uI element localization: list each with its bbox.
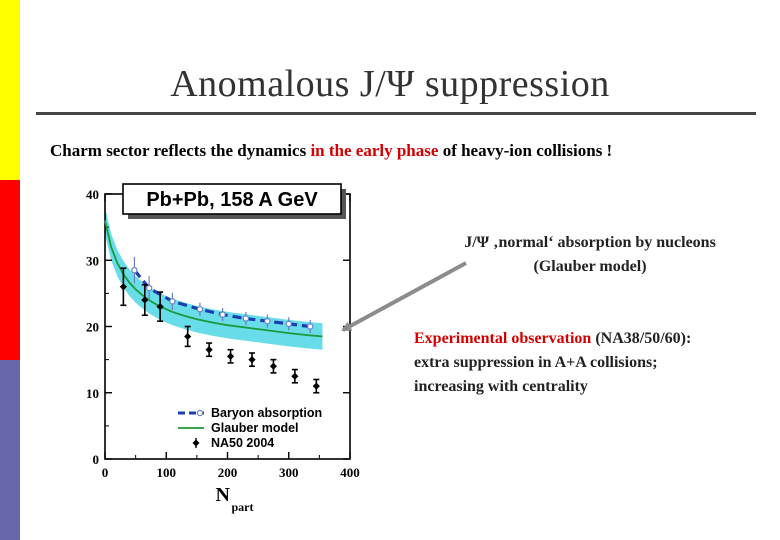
legend-baryon-label: Baryon absorption xyxy=(211,406,322,420)
chart-title: Pb+Pb, 158 A GeV xyxy=(146,189,318,211)
x-axis-label: N xyxy=(216,484,231,506)
na50-point-5 xyxy=(226,352,235,360)
legend-na50-marker xyxy=(192,439,200,447)
baryon-point-6 xyxy=(264,317,271,325)
baryon-point-2 xyxy=(169,298,176,305)
y-tick-label-0: 0 xyxy=(93,452,100,467)
legend-na50-label: NA50 2004 xyxy=(211,436,274,450)
x-tick-label-4: 400 xyxy=(340,465,360,480)
annotation-experiment-line2: extra suppression in A+A collisions; xyxy=(414,354,658,371)
chart-title-layer: Pb+Pb, 158 A GeV xyxy=(122,183,346,219)
annotation-experiment-rest: (NA38/50/60): xyxy=(591,330,692,347)
annotation-experiment: Experimental observation (NA38/50/60): e… xyxy=(414,327,691,399)
na50-point-1 xyxy=(141,296,149,304)
annotation-glauber-line2: (Glauber model) xyxy=(533,258,647,275)
annotation-glauber-line1: J/Ψ ‚normal‘ absorption by nucleons xyxy=(464,234,716,251)
glauber-uncertainty-band xyxy=(105,207,323,350)
baryon-point-8 xyxy=(306,323,314,330)
na50-point-8 xyxy=(291,372,299,380)
y-tick-label-2: 20 xyxy=(86,320,99,335)
stripe-blue xyxy=(0,360,20,540)
subtitle-after: of heavy-ion collisions ! xyxy=(438,141,613,160)
stripe-yellow xyxy=(0,0,20,180)
legend-baryon-marker xyxy=(196,409,204,417)
na50-point-7 xyxy=(269,362,278,370)
pointer-arrow xyxy=(341,261,467,332)
y-tick-label-3: 30 xyxy=(86,253,99,268)
subtitle-before: Charm sector reflects the dynamics xyxy=(50,141,311,160)
na50-point-4 xyxy=(205,346,213,354)
na50-point-6 xyxy=(248,356,256,364)
x-axis-label-sub: part xyxy=(232,500,254,514)
annotation-experiment-line3: increasing with centrality xyxy=(414,378,588,395)
subtitle-highlight: in the early phase xyxy=(310,141,439,160)
baryon-point-4 xyxy=(219,311,226,318)
baryon-point-7 xyxy=(285,320,292,328)
annotation-experiment-red: Experimental observation xyxy=(414,330,592,347)
annotation-experiment-line1: Experimental observation (NA38/50/60): xyxy=(414,327,691,351)
na50-point-3 xyxy=(184,332,192,341)
chart-title-box xyxy=(122,183,342,215)
x-tick-label-2: 200 xyxy=(218,465,238,480)
annotation-glauber: J/Ψ ‚normal‘ absorption by nucleons (Gla… xyxy=(420,231,760,279)
baryon-point-1 xyxy=(145,284,153,292)
glauber-band-layer xyxy=(105,207,323,350)
glauber-model-line xyxy=(104,220,323,338)
na50-point-9 xyxy=(312,382,320,390)
slide-title: Anomalous J/Ψ suppression xyxy=(170,63,610,105)
na50-point-2 xyxy=(156,303,164,311)
baryon-point-3 xyxy=(196,306,204,313)
na50-point-0 xyxy=(119,283,127,291)
y-tick-label-4: 40 xyxy=(86,187,99,202)
points-layer xyxy=(119,256,320,394)
y-tick-label-1: 10 xyxy=(86,386,99,401)
slide-subtitle: Charm sector reflects the dynamics in th… xyxy=(50,141,612,161)
title-rule xyxy=(36,112,756,115)
baryon-point-0 xyxy=(131,266,138,274)
x-tick-label-3: 300 xyxy=(279,465,299,480)
x-tick-label-1: 100 xyxy=(157,465,177,480)
baryon-point-5 xyxy=(242,315,250,322)
stripe-red xyxy=(0,180,20,360)
x-tick-label-0: 0 xyxy=(102,465,109,480)
legend-glauber-label: Glauber model xyxy=(211,421,299,435)
